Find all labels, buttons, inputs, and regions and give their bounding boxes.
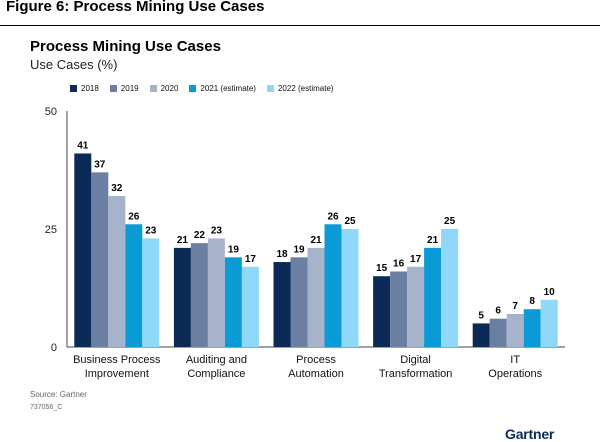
bar [108,195,126,347]
y-tick-label: 0 [51,342,57,354]
y-tick-label: 25 [45,224,57,236]
bar-value-label: 25 [444,216,456,227]
bar-value-label: 10 [544,287,556,298]
bar-value-label: 5 [478,310,484,321]
x-tick-label: Transformation [379,368,453,380]
bar-value-label: 21 [427,235,439,246]
bar-value-label: 17 [410,254,422,265]
legend-swatch [149,85,157,92]
legend-swatch [109,85,117,92]
legend-label: 2022 (estimate) [277,84,334,93]
bar [173,247,191,347]
bar [489,318,507,347]
bar-value-label: 6 [495,306,501,317]
bar-value-label: 8 [529,296,535,307]
bar [91,172,109,347]
x-tick-label: Operations [488,368,542,380]
bar-value-label: 32 [111,183,123,194]
legend-item-2020: 2020 [149,84,179,93]
chart-subtitle: Use Cases (%) [30,57,118,72]
bar [506,313,524,347]
bar [441,229,459,347]
bar [472,323,490,347]
bar-value-label: 41 [77,140,89,151]
x-tick-label: Auditing and [186,354,247,366]
bar [241,266,259,347]
legend-item-2018: 2018 [70,84,99,93]
bar-value-label: 17 [245,254,257,265]
y-tick-label: 50 [45,106,57,118]
bar [190,243,208,347]
bar-value-label: 26 [327,211,339,222]
bar [373,276,391,347]
x-tick-label: Process [296,354,336,366]
figure-title: Figure 6: Process Mining Use Cases [6,0,265,15]
bar-value-label: 16 [393,258,405,269]
bar [74,153,92,347]
bar [540,299,558,347]
bar [523,309,541,347]
x-tick-label: Business Process [73,354,161,366]
legend-label: 2021 (estimate) [200,84,256,93]
x-tick-label: Digital [400,354,431,366]
bar-value-label: 15 [376,263,388,274]
bar [341,229,359,347]
chart-legend: 2018 2019 2020 2021 (estimate) 2022 (est… [70,84,334,93]
legend-item-2022: 2022 (estimate) [266,84,334,93]
bar [390,271,408,347]
bar-value-label: 23 [145,225,157,236]
bar [224,257,242,347]
bar [407,266,425,347]
bar-value-label: 21 [177,235,189,246]
bar [125,224,143,347]
bar [142,238,160,347]
bar-value-label: 21 [310,235,322,246]
bar [273,262,291,347]
legend-swatch [189,85,197,92]
bar-value-label: 25 [344,216,356,227]
title-divider [0,25,600,26]
bar-value-label: 7 [512,301,518,312]
x-tick-label: Automation [288,368,344,380]
bar [207,238,225,347]
x-tick-label: Compliance [187,368,245,380]
figure-code: 737056_C [30,404,63,411]
bar-value-label: 37 [94,159,106,170]
legend-swatch [70,85,77,92]
legend-label: 2020 [160,84,179,93]
chart-title: Process Mining Use Cases [30,38,221,55]
x-tick-label: IT [510,354,520,366]
bar-value-label: 22 [194,230,206,241]
bar [424,247,442,347]
bar [290,257,308,347]
legend-label: 2018 [81,84,99,93]
x-tick-label: Improvement [85,368,149,380]
legend-label: 2019 [120,84,139,93]
source-note: Source: Gartner [30,390,87,399]
bar-value-label: 18 [276,249,288,260]
bar-value-label: 19 [228,244,240,255]
bar-value-label: 26 [128,211,140,222]
bar [307,247,325,347]
legend-swatch [266,85,274,92]
gartner-logo: Gartner [505,426,555,442]
bar [324,224,342,347]
legend-item-2021: 2021 (estimate) [189,84,256,93]
bar-value-label: 23 [211,225,223,236]
legend-item-2019: 2019 [109,84,139,93]
bar-value-label: 19 [293,244,305,255]
